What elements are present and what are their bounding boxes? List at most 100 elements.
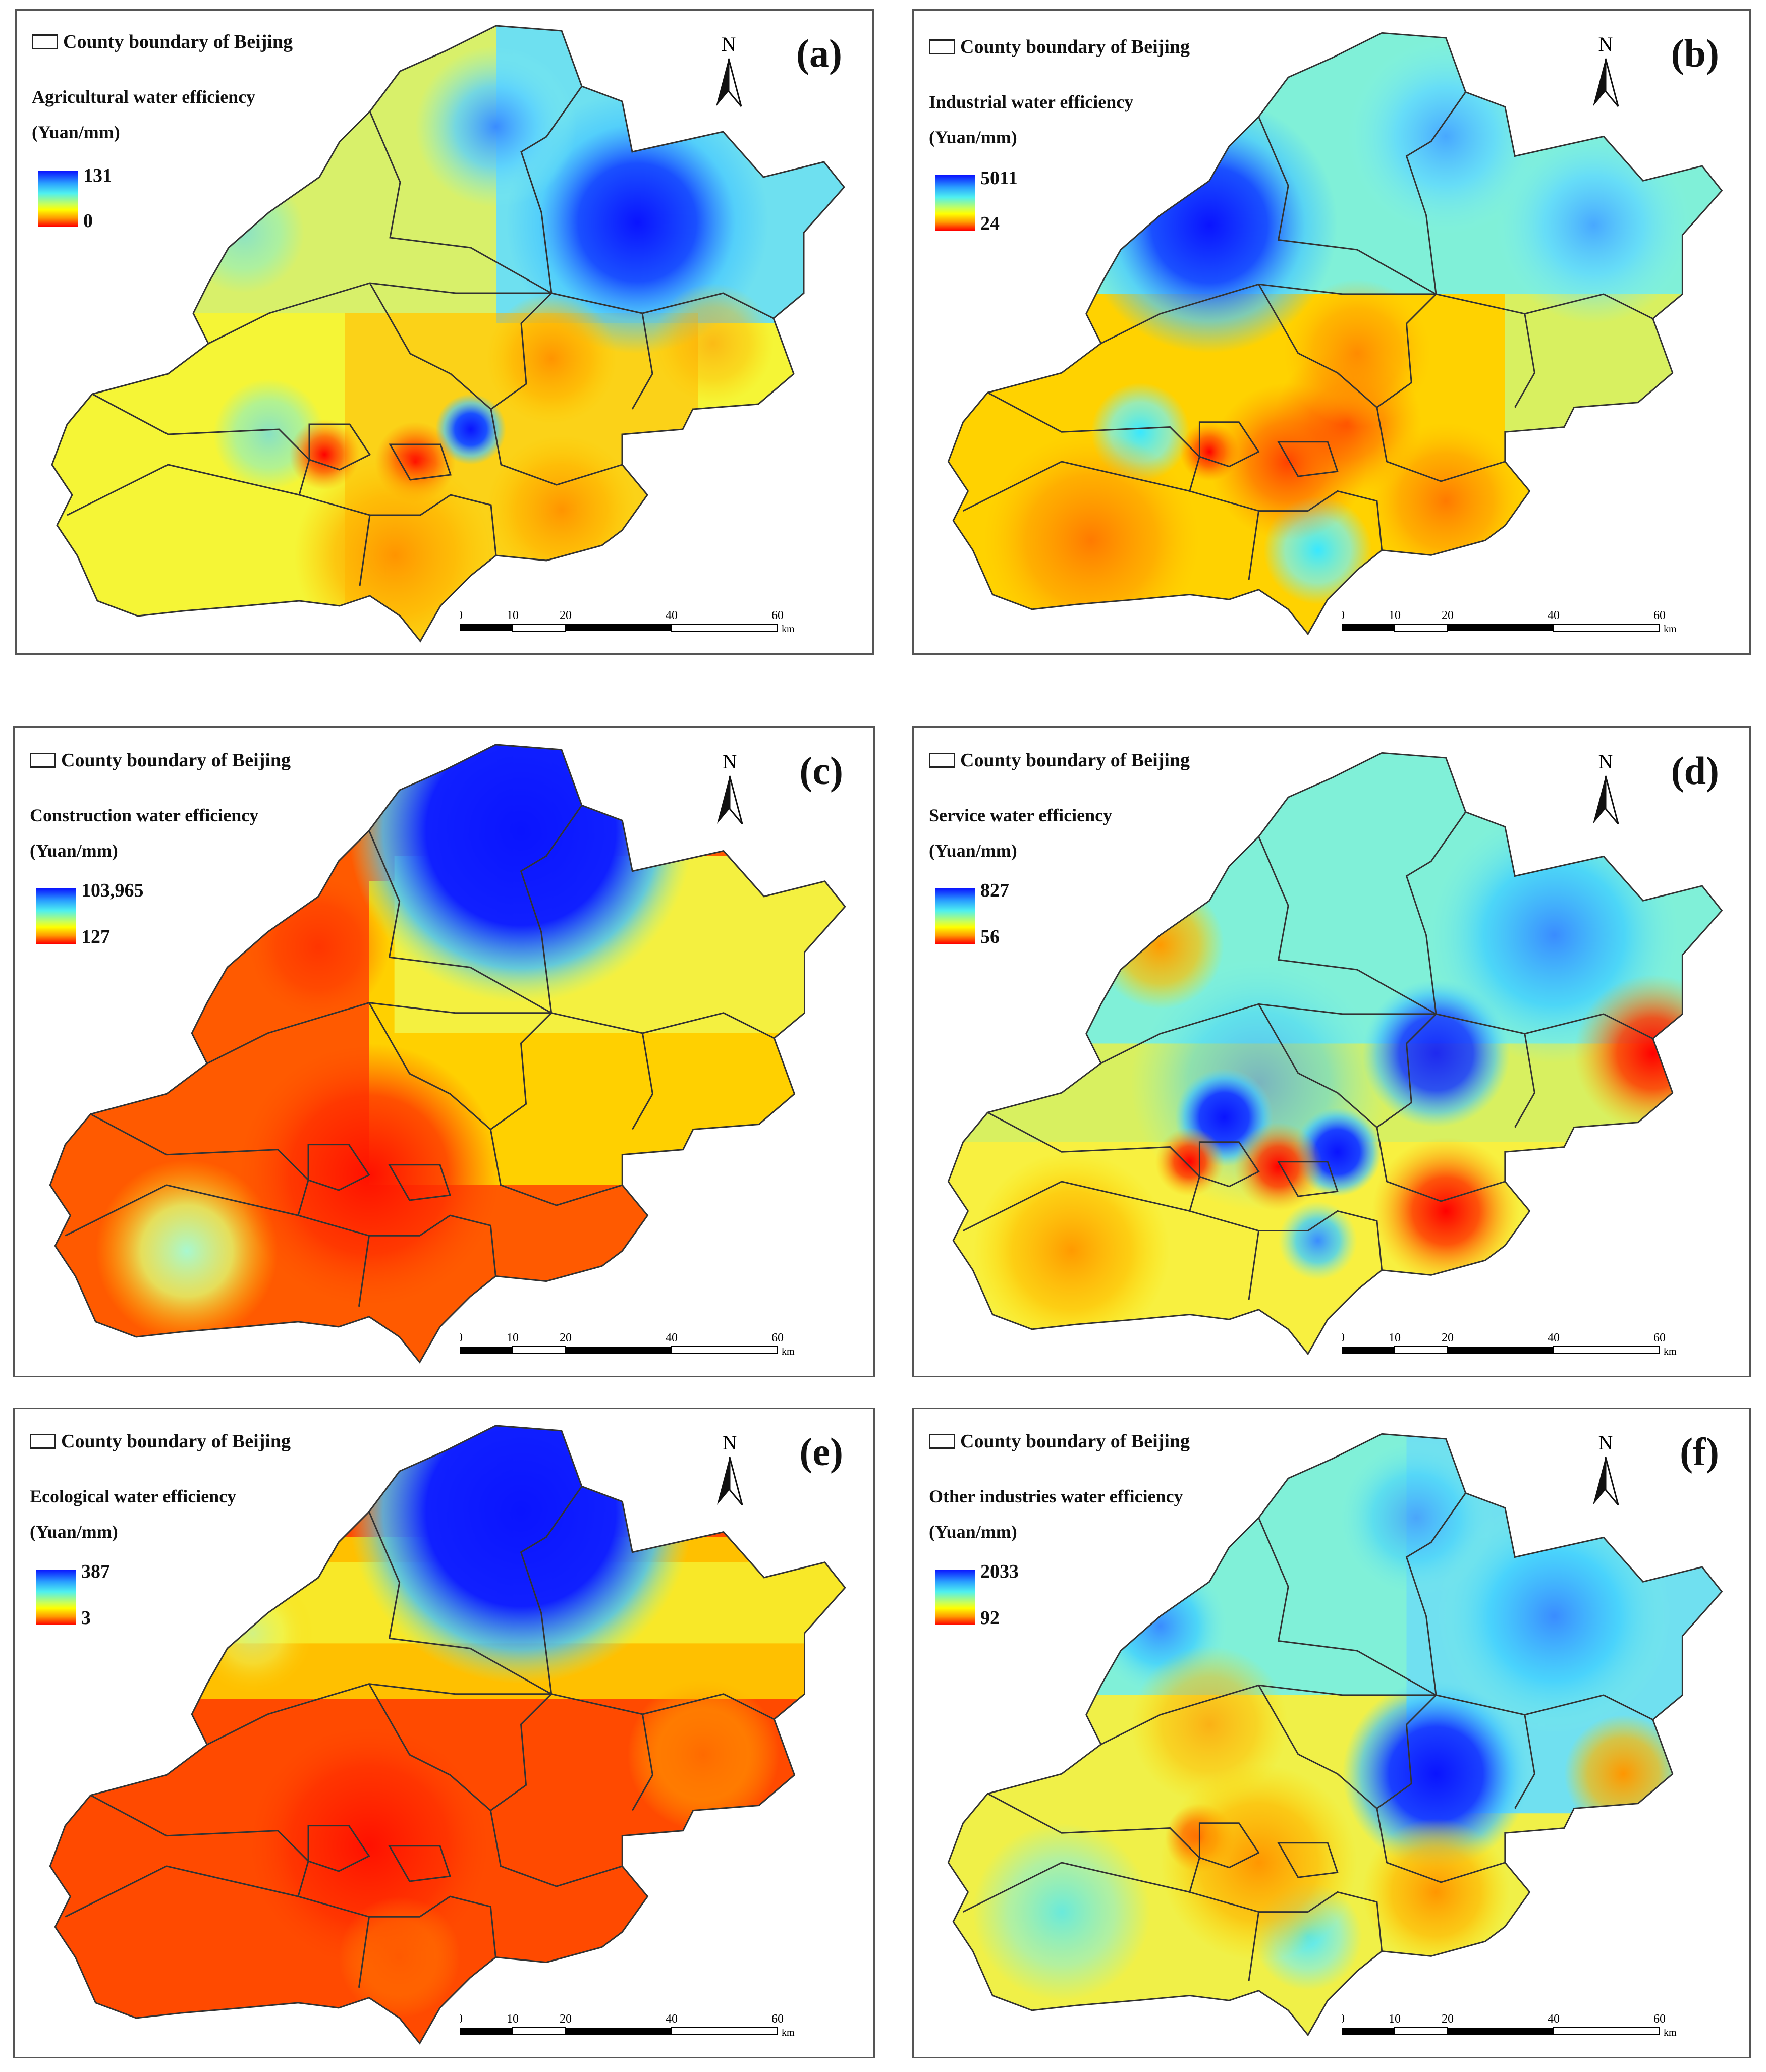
scale-tick-label: 60 [771,1331,784,1345]
legend-min-value: 3 [81,1607,91,1629]
panel-label: (f) [1680,1430,1719,1474]
scale-tick-label: 40 [666,2012,678,2026]
scale-bar: 0 10 20 40 60 km [460,1331,795,1357]
boundary-swatch [929,1434,955,1449]
map-panel-f: County boundary of Beijing Other industr… [912,1408,1751,2058]
scale-unit: km [782,2027,795,2038]
legend-max-value: 131 [83,165,112,186]
county-boundary-key: County boundary of Beijing [30,1430,291,1452]
county-boundary-label: County boundary of Beijing [960,750,1190,771]
legend-title: Service water efficiency [929,805,1113,825]
county-boundary-key: County boundary of Beijing [929,36,1190,58]
north-label: N [1598,33,1613,55]
scale-tick-label: 60 [1653,609,1666,622]
legend-unit: (Yuan/mm) [30,841,118,861]
scale-tick-label: 60 [771,2012,784,2026]
scale-tick-label: 0 [460,1331,463,1345]
scale-tick-label: 40 [1548,609,1560,622]
boundary-swatch [929,39,955,54]
scale-tick-label: 10 [507,2012,519,2026]
color-ramp [935,888,975,944]
scale-tick-label: 20 [1442,609,1454,622]
color-ramp [935,1570,975,1625]
county-boundary-label: County boundary of Beijing [960,1431,1190,1452]
panel-label: (b) [1671,31,1719,75]
scale-unit: km [1664,2027,1677,2038]
north-arrow-icon: N [717,1431,743,1505]
legend-title: Agricultural water efficiency [32,87,256,107]
interpolated-surface-map [947,1433,1723,2037]
county-boundary-key: County boundary of Beijing [30,749,291,771]
county-boundary-key: County boundary of Beijing [929,1430,1190,1452]
legend-title: Ecological water efficiency [30,1486,237,1506]
legend-min-value: 0 [83,210,93,232]
legend-unit: (Yuan/mm) [929,1522,1017,1542]
scale-tick-label: 0 [1342,1331,1345,1345]
panel-label: (c) [799,749,843,793]
legend-title: Industrial water efficiency [929,92,1134,112]
legend-unit: (Yuan/mm) [929,127,1017,147]
map-panel-b: County boundary of Beijing Industrial wa… [912,9,1751,655]
boundary-swatch [30,1434,56,1449]
scale-tick-label: 10 [1389,1331,1401,1345]
legend-max-value: 103,965 [81,880,144,901]
north-arrow-icon: N [716,33,742,107]
county-boundary-label: County boundary of Beijing [61,1431,291,1452]
legend-max-value: 5011 [980,167,1018,189]
panel-label: (a) [796,31,842,75]
color-ramp [935,175,975,231]
scale-unit: km [782,624,795,635]
north-arrow-icon: N [1593,1431,1619,1505]
north-arrow-icon: N [1593,33,1619,107]
map-panel-c: County boundary of Beijing Construction … [13,726,875,1377]
color-ramp [36,1570,76,1625]
scale-tick-label: 20 [1442,1331,1454,1345]
scale-tick-label: 0 [1342,2012,1345,2026]
scale-tick-label: 40 [1548,2012,1560,2026]
scale-bar: 0 10 20 40 60 km [1342,1331,1677,1357]
north-arrow-icon: N [1593,750,1619,824]
scale-tick-label: 20 [560,2012,572,2026]
north-label: N [1598,1431,1613,1454]
boundary-swatch [929,753,955,768]
north-label: N [1598,750,1613,773]
scale-bar: 0 10 20 40 60 km [1342,2012,1677,2038]
north-label: N [723,1431,737,1454]
legend-max-value: 387 [81,1561,110,1582]
legend-min-value: 56 [980,926,1000,947]
scale-tick-label: 10 [507,609,519,622]
legend-max-value: 2033 [980,1561,1019,1582]
interpolated-surface-map [49,744,846,1364]
legend-unit: (Yuan/mm) [32,122,120,142]
color-ramp [38,171,78,227]
scale-bar: 0 10 20 40 60 km [1342,609,1677,635]
scale-tick-label: 20 [560,609,572,622]
legend-unit: (Yuan/mm) [30,1522,118,1542]
legend-unit: (Yuan/mm) [929,841,1017,861]
map-panel-d: County boundary of Beijing Service water… [912,726,1751,1377]
interpolated-surface-map [947,752,1723,1356]
scale-unit: km [1664,624,1677,635]
legend-min-value: 24 [980,213,1000,234]
scale-tick-label: 0 [460,2012,463,2026]
scale-tick-label: 10 [1389,2012,1401,2026]
interpolated-surface-map [51,25,845,643]
scale-tick-label: 40 [666,609,678,622]
map-panel-e: County boundary of Beijing Ecological wa… [13,1408,875,2058]
legend-title: Other industries water efficiency [929,1486,1183,1506]
scale-tick-label: 60 [1653,1331,1666,1345]
north-arrow-icon: N [717,750,743,824]
scale-bar: 0 10 20 40 60 km [460,609,795,635]
boundary-swatch [32,34,58,49]
scale-tick-label: 10 [507,1331,519,1345]
legend-min-value: 92 [980,1607,1000,1629]
scale-tick-label: 0 [460,609,463,622]
county-boundary-label: County boundary of Beijing [960,36,1190,58]
legend-max-value: 827 [980,880,1009,901]
panel-label: (e) [799,1430,843,1474]
county-boundary-label: County boundary of Beijing [61,750,291,771]
scale-tick-label: 40 [666,1331,678,1345]
scale-unit: km [1664,1346,1677,1357]
scale-unit: km [782,1346,795,1357]
panel-label: (d) [1671,749,1719,793]
